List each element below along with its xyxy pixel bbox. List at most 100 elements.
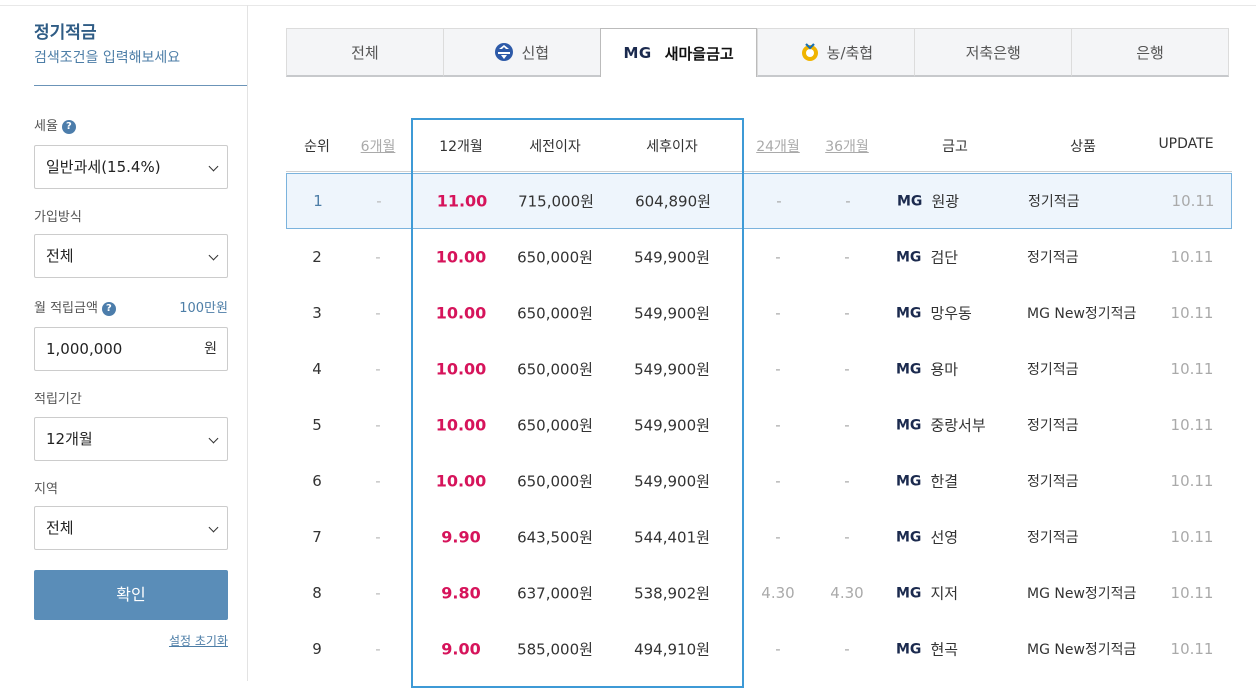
reset-link[interactable]: 설정 초기화 (168, 634, 228, 648)
cell-update: 10.11 (1170, 248, 1214, 266)
cell-rank: 8 (312, 584, 322, 602)
tax-select[interactable]: 일반과세(15.4%) (34, 145, 228, 189)
chevron-down-icon (208, 161, 219, 172)
cell-m12: 11.00 (436, 191, 488, 211)
header-bank: 금고 (942, 139, 968, 155)
amount-input[interactable]: 1,000,000 원 (34, 327, 228, 371)
cell-product[interactable]: MG New정기적금 (1027, 586, 1137, 602)
cell-product[interactable]: 정기적금 (1027, 474, 1079, 490)
cell-bank[interactable]: MG 망우동 (896, 303, 972, 324)
cell-product[interactable]: 정기적금 (1027, 418, 1079, 434)
tab-savings-bank[interactable]: 저축은행 (914, 28, 1072, 77)
cell-m12: 10.00 (435, 247, 487, 267)
cell-m6: - (375, 248, 381, 266)
cell-bank[interactable]: MG 원광 (897, 191, 959, 212)
cell-m36: - (844, 360, 850, 378)
cell-post: 544,401원 (634, 528, 710, 547)
cell-bank[interactable]: MG 검단 (896, 247, 958, 268)
cell-rank: 1 (313, 192, 323, 210)
cell-product[interactable]: MG New정기적금 (1027, 306, 1137, 322)
amount-label: 월 적립금액 ? (34, 300, 116, 318)
cell-rank: 9 (312, 640, 322, 658)
header-24m[interactable]: 24개월 (756, 139, 800, 155)
table-row[interactable]: 5 - 10.00 650,000원 549,900원 - - 10.11 MG 중랑서부 정기적금 (286, 397, 1232, 453)
bank-name: 한결 (930, 472, 959, 491)
cell-post: 549,900원 (634, 472, 710, 491)
help-icon[interactable]: ? (101, 302, 116, 316)
cell-rank: 7 (312, 528, 322, 546)
tab-label: 저축은행 (965, 43, 1021, 62)
cell-m6: - (375, 640, 381, 658)
cell-bank[interactable]: MG 현곡 (896, 639, 958, 660)
cell-bank[interactable]: MG 지저 (896, 583, 958, 604)
period-select[interactable]: 12개월 (34, 417, 228, 461)
cell-bank[interactable]: MG 용마 (896, 359, 958, 380)
cell-m6: - (375, 416, 381, 434)
header-rank: 순위 (304, 139, 330, 155)
cell-m6: - (375, 360, 381, 378)
cell-post: 604,890원 (635, 192, 711, 211)
table-row[interactable]: 8-9.80 637,000원 538,902원 4.30 4.30 10.11 MG 지저 M… (286, 565, 1232, 621)
cell-product[interactable]: 정기적금 (1027, 362, 1079, 378)
tab-shinhyup[interactable]: 신협 (442, 28, 600, 77)
cell-m36: 4.30 (830, 584, 864, 602)
cell-post: 549,900원 (634, 248, 710, 267)
tab-all[interactable]: 전체 (286, 28, 443, 77)
cell-m36: - (844, 304, 850, 322)
bank-name: 원광 (931, 192, 960, 211)
cell-m36: - (844, 472, 850, 490)
cell-bank[interactable]: MG 한결 (896, 471, 958, 492)
join-select[interactable]: 전체 (34, 234, 228, 278)
tab-label: 새마을금고 (664, 44, 734, 63)
tab-label: 전체 (351, 43, 379, 62)
bank-name: 망우동 (930, 304, 972, 323)
tab-label: 은행 (1136, 43, 1164, 62)
header-36m[interactable]: 36개월 (825, 139, 869, 155)
table-row[interactable]: 9 - 9.00 585,000원 494,910원 - - 10.11 MG 현곡 MG New정… (286, 621, 1232, 677)
help-icon[interactable]: ? (61, 120, 76, 134)
cell-post: 538,902원 (634, 584, 710, 603)
shinhyup-icon (494, 42, 514, 62)
cell-m12: 9.00 (441, 639, 481, 659)
cell-product[interactable]: 정기적금 (1027, 250, 1079, 266)
cell-bank[interactable]: MG 중랑서부 (896, 415, 986, 436)
tab-label: 신협 (521, 43, 550, 62)
cell-product[interactable]: 정기적금 (1028, 194, 1080, 210)
tab-nonghyup[interactable]: 농/축협 (757, 28, 915, 77)
table-row[interactable]: 4 - 10.00 650,000원 549,900원 - - 10.11 MG 용마 정기적금 (286, 341, 1232, 397)
mg-logo-icon: MG (896, 641, 922, 657)
region-select[interactable]: 전체 (34, 506, 228, 550)
cell-m24: - (775, 528, 781, 546)
cell-pre: 643,500원 (517, 528, 593, 547)
table-row[interactable]: 3 - 10.00 650,000원 549,900원 - - 10.11 MG 망우동 MG Ne… (286, 285, 1232, 341)
amount-hint[interactable]: 100만원 (179, 301, 228, 316)
region-label: 지역 (34, 482, 58, 497)
table-row[interactable]: 2 - 10.00 650,000원 549,900원 - - 10.11 MG 검단 정기적금 (286, 229, 1232, 285)
sidebar-subtitle: 검색조건을 입력해보세요 (34, 50, 181, 66)
cell-pre: 637,000원 (517, 584, 593, 603)
cell-pre: 650,000원 (517, 472, 593, 491)
cell-product[interactable]: 정기적금 (1027, 530, 1079, 546)
amount-label-text: 월 적립금액 (34, 301, 98, 316)
cell-m24: - (775, 416, 781, 434)
header-6m[interactable]: 6개월 (360, 139, 396, 155)
cell-m6: - (375, 528, 381, 546)
cell-product[interactable]: MG New정기적금 (1027, 642, 1137, 658)
table-row[interactable]: 7 - 9.90 643,500원 544,401원 - - 10.11 MG 선영 정기적금 (286, 509, 1232, 565)
cell-post: 549,900원 (634, 416, 710, 435)
cell-m24: - (775, 640, 781, 658)
table-row[interactable]: 6 - 10.00 650,000원 549,900원 - - 10.11 MG 한결 정기적금 (286, 453, 1232, 509)
header-12m[interactable]: 12개월 (439, 139, 483, 155)
cell-m12: 10.00 (435, 303, 487, 323)
mg-logo-icon: MG (896, 529, 922, 545)
tab-label: 농/축협 (826, 43, 874, 62)
tab-bank[interactable]: 은행 (1071, 28, 1229, 77)
tab-saemaeul[interactable]: MG 새마을금고 (599, 28, 758, 77)
cell-m36: - (845, 192, 851, 210)
cell-rank: 2 (312, 248, 322, 266)
cell-pre: 585,000원 (517, 640, 593, 659)
confirm-button[interactable]: 확인 (34, 570, 228, 620)
table-row[interactable]: 1 - 11.00 715,000원 604,890원 - - 10.11 MG 원광 정기적금 (286, 173, 1232, 229)
cell-bank[interactable]: MG 선영 (896, 527, 958, 548)
sidebar-title: 정기적금 (34, 23, 97, 43)
